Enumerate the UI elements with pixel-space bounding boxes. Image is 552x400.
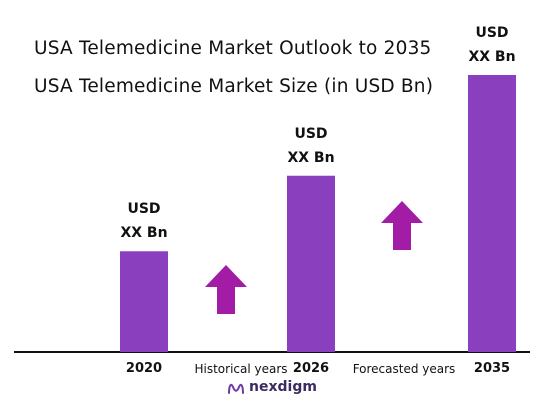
historical-years-label: Historical years xyxy=(194,362,288,376)
data-label-value: XX Bn xyxy=(120,225,168,242)
nexdigm-logo-icon xyxy=(228,383,244,394)
data-label-value: XX Bn xyxy=(468,49,516,65)
bar-2026 xyxy=(287,175,335,352)
data-label-2026: USD XX Bn xyxy=(266,122,356,170)
bar-2020 xyxy=(120,251,168,352)
x-tick-label-2026: 2026 xyxy=(292,361,330,376)
data-label-currency: USD xyxy=(294,125,328,142)
data-label-currency: USD xyxy=(127,201,161,218)
bar-2035 xyxy=(468,75,516,352)
data-label-2020: USD XX Bn xyxy=(99,197,189,245)
growth-arrow-icon xyxy=(205,265,247,314)
x-tick-label-2035: 2035 xyxy=(473,361,511,376)
data-label-currency: USD xyxy=(475,25,509,41)
x-tick-label-2020: 2020 xyxy=(125,361,163,376)
nexdigm-logo: nexdigm xyxy=(227,377,317,397)
logo-text: nexdigm xyxy=(249,379,317,395)
chart-title: USA Telemedicine Market Outlook to 2035 xyxy=(34,38,432,59)
chart-subtitle: USA Telemedicine Market Size (in USD Bn) xyxy=(34,76,434,97)
forecasted-years-label: Forecasted years xyxy=(352,362,456,376)
data-label-2035: USD XX Bn xyxy=(447,21,537,69)
data-label-value: XX Bn xyxy=(287,149,335,166)
growth-arrow-icon xyxy=(381,201,423,250)
